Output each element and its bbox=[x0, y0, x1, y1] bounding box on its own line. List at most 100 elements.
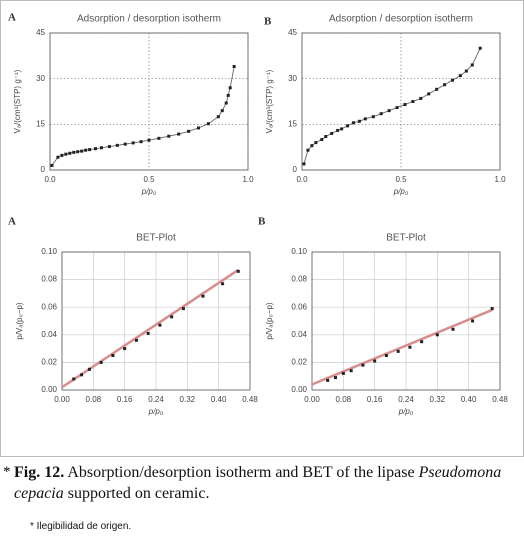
data-point bbox=[111, 354, 115, 357]
data-point bbox=[99, 360, 103, 364]
data-point bbox=[123, 347, 127, 351]
data-point bbox=[395, 106, 399, 110]
plot-frame bbox=[49, 32, 249, 171]
data-point bbox=[146, 331, 150, 335]
data-point bbox=[334, 376, 337, 380]
x-tick-label: 0.0 bbox=[296, 175, 308, 184]
y-tick-label: 0.02 bbox=[291, 358, 307, 367]
panel-label: A bbox=[8, 12, 16, 24]
y-tick-label: 0.00 bbox=[41, 385, 57, 394]
data-point bbox=[87, 367, 91, 371]
data-point bbox=[396, 349, 400, 353]
data-point bbox=[427, 92, 431, 96]
x-tick-label: 0.16 bbox=[367, 395, 383, 404]
x-tick-label: 0.24 bbox=[148, 395, 164, 404]
isotherm-line bbox=[51, 66, 235, 166]
data-point bbox=[80, 149, 84, 153]
data-point bbox=[221, 282, 225, 286]
x-tick-label: 0.32 bbox=[430, 395, 446, 404]
data-point bbox=[88, 148, 92, 152]
data-point bbox=[336, 128, 340, 132]
panel-label: A bbox=[8, 216, 16, 228]
data-point bbox=[435, 87, 439, 91]
data-point bbox=[158, 323, 162, 327]
data-point bbox=[236, 269, 240, 273]
data-point bbox=[387, 109, 391, 113]
x-tick-label: 1.0 bbox=[494, 175, 506, 184]
y-axis-label: Vₐ/(cm³(STP) g⁻¹) bbox=[265, 69, 274, 133]
data-point bbox=[451, 327, 455, 331]
y-tick-label: 0.10 bbox=[291, 247, 307, 256]
data-point bbox=[320, 138, 324, 142]
x-tick-label: 0.5 bbox=[395, 175, 407, 184]
data-point bbox=[60, 153, 64, 157]
y-tick-label: 0.06 bbox=[291, 302, 307, 311]
figure-border bbox=[0, 0, 524, 457]
y-tick-label: 30 bbox=[288, 74, 297, 83]
data-point bbox=[379, 112, 383, 116]
data-point bbox=[167, 134, 171, 138]
data-point bbox=[450, 78, 454, 82]
data-point bbox=[384, 354, 388, 357]
data-point bbox=[232, 64, 236, 68]
y-tick-label: 0.04 bbox=[291, 330, 307, 339]
data-point bbox=[228, 86, 232, 90]
data-point bbox=[68, 151, 72, 155]
data-point bbox=[349, 369, 353, 373]
chart-title: BET-Plot bbox=[386, 233, 426, 244]
data-point bbox=[314, 141, 318, 145]
data-point bbox=[115, 143, 119, 147]
data-point bbox=[220, 109, 224, 113]
plot-frame bbox=[311, 251, 501, 391]
caption-text-end: supported on ceramic. bbox=[67, 485, 210, 502]
data-point bbox=[361, 363, 365, 367]
data-point bbox=[134, 338, 138, 342]
caption-text: Absorption/desorption isotherm and BET o… bbox=[67, 464, 415, 481]
data-point bbox=[216, 115, 220, 119]
data-point bbox=[310, 144, 314, 148]
data-point bbox=[420, 340, 424, 344]
fit-line bbox=[61, 268, 239, 389]
fit-line bbox=[311, 308, 493, 386]
data-point bbox=[408, 345, 412, 349]
y-tick-label: 45 bbox=[288, 28, 297, 37]
data-point bbox=[464, 69, 468, 73]
data-point bbox=[170, 315, 174, 319]
y-tick-label: 0 bbox=[293, 165, 298, 174]
data-point bbox=[226, 93, 230, 97]
data-point bbox=[197, 126, 200, 130]
x-tick-label: 0.08 bbox=[336, 395, 352, 404]
data-point bbox=[187, 129, 191, 133]
caption-species: Pseudomona cepacia bbox=[14, 464, 502, 502]
data-point bbox=[458, 74, 462, 78]
x-tick-label: 0.48 bbox=[492, 395, 508, 404]
x-tick-label: 0.00 bbox=[304, 395, 320, 404]
x-axis-label: p/p₀ bbox=[393, 187, 409, 196]
plot-frame bbox=[61, 251, 251, 391]
data-point bbox=[50, 163, 54, 167]
x-tick-label: 0.32 bbox=[180, 395, 196, 404]
chart-title: BET-Plot bbox=[136, 233, 176, 244]
x-axis-label: p/p₀ bbox=[141, 187, 157, 196]
data-point bbox=[306, 148, 310, 152]
data-point bbox=[326, 378, 330, 382]
data-point bbox=[123, 142, 127, 146]
plot-frame bbox=[301, 32, 501, 171]
panel-label: B bbox=[264, 16, 272, 28]
data-point bbox=[341, 371, 345, 375]
x-tick-label: 0.0 bbox=[44, 175, 56, 184]
note: * Ilegibilidad de origen. bbox=[30, 521, 132, 532]
data-point bbox=[107, 145, 111, 149]
data-point bbox=[201, 294, 205, 298]
y-tick-label: 45 bbox=[36, 28, 45, 37]
x-tick-label: 1.0 bbox=[242, 175, 254, 184]
data-point bbox=[419, 96, 423, 100]
data-point bbox=[177, 132, 181, 136]
data-point bbox=[64, 152, 68, 156]
caption-marker: * bbox=[3, 464, 11, 480]
isotherm-line bbox=[303, 48, 481, 165]
y-axis-label: p/Vₐ(p₀−p) bbox=[15, 302, 24, 340]
data-point bbox=[490, 307, 494, 311]
y-tick-label: 0 bbox=[41, 165, 46, 174]
